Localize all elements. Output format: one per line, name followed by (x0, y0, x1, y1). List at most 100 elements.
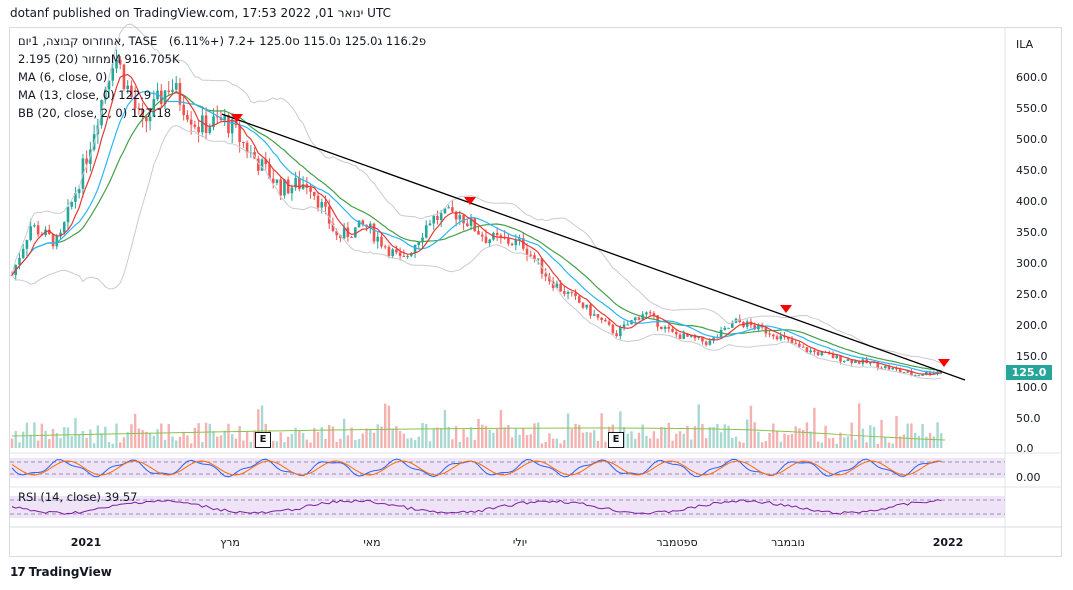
candle-body (331, 223, 335, 231)
volume-bar (372, 432, 376, 448)
candle-body (730, 322, 734, 328)
tradingview-brand[interactable]: 17 TradingView (10, 565, 112, 579)
legend-ma6[interactable]: MA (6, close, 0) (18, 70, 108, 84)
candle-body (895, 368, 898, 370)
volume-bar (749, 405, 753, 448)
volume-bar (488, 429, 491, 448)
volume-bar (305, 439, 309, 448)
volume-bar (481, 424, 484, 448)
volume-bar (436, 427, 439, 448)
candle-body (477, 231, 480, 235)
time-tick-label: 2022 (933, 536, 964, 549)
bb-lower-line (11, 125, 942, 380)
volume-bar (328, 424, 331, 448)
volume-bar (537, 422, 540, 448)
candle-body (835, 355, 839, 358)
volume-bar (208, 423, 211, 448)
legend-bb[interactable]: BB (20, close, 2, 0) 127.18 (18, 106, 172, 120)
volume-bar (447, 426, 450, 448)
volume-bar (626, 433, 629, 448)
volume-bar (798, 428, 801, 448)
price-tick-label: 350.0 (1016, 226, 1048, 239)
candle-body (18, 257, 21, 265)
candle-body (798, 343, 801, 347)
volume-bar (910, 423, 913, 448)
candle-body (910, 371, 913, 376)
candle-body (271, 178, 275, 183)
volume-bar (148, 432, 152, 448)
candle-body (816, 351, 820, 356)
volume-bar (462, 429, 465, 448)
legend-ma13[interactable]: MA (13, close, 0) 122.9 (18, 88, 152, 102)
candle-body (898, 369, 902, 372)
volume-bar (768, 433, 771, 448)
candle-body (499, 235, 503, 237)
candle-body (883, 365, 887, 369)
volume-bar (507, 425, 510, 448)
volume-bar (686, 425, 689, 448)
candle-body (48, 229, 51, 235)
candle-body (514, 239, 518, 246)
volume-bar (428, 441, 432, 448)
volume-bar (398, 430, 402, 448)
volume-bar (544, 441, 547, 448)
legend-symbol[interactable]: אחוזרוס קבוצה, 1יום, TASE (18, 34, 158, 48)
candle-body (518, 238, 521, 240)
candle-body (828, 352, 831, 355)
candle-body (801, 346, 805, 348)
candle-body (708, 340, 712, 345)
candle-body (133, 97, 137, 109)
volume-bar (891, 443, 894, 448)
volume-bar (805, 422, 809, 448)
volume-bar (369, 429, 372, 448)
volume-bar (559, 443, 562, 448)
volume-bar (137, 428, 141, 448)
volume-bar (492, 432, 495, 448)
candle-body (227, 114, 230, 134)
candle-body (656, 315, 659, 327)
volume-bar (48, 439, 51, 448)
sell-marker-icon (780, 305, 792, 313)
volume-bar (760, 442, 764, 448)
candle-body (410, 253, 413, 256)
candle-body (544, 273, 547, 277)
candle-body (619, 327, 622, 337)
candle-body (805, 347, 809, 353)
volume-bar (301, 433, 305, 448)
volume-bar (857, 403, 861, 448)
candle-body (312, 191, 316, 196)
candle-body (615, 333, 618, 337)
candle-body (402, 255, 406, 257)
candle-body (33, 225, 36, 227)
volume-bar (693, 426, 697, 448)
candle-body (592, 314, 596, 316)
volume-bar (201, 442, 204, 448)
volume-bar (163, 439, 167, 448)
legend-rsi[interactable]: RSI (14, close) 39.57 (18, 490, 138, 504)
volume-bar (92, 443, 96, 448)
volume-bar (555, 438, 559, 448)
volume-bar (85, 438, 88, 448)
volume-bar (376, 424, 379, 448)
candle-body (368, 223, 372, 227)
volume-bar (708, 426, 712, 448)
volume-bar (738, 441, 741, 448)
candle-body (611, 324, 615, 334)
volume-bar (652, 431, 656, 448)
tradingview-logo-icon: 17 (10, 565, 26, 579)
rsi-panel (10, 496, 1005, 518)
legend-volume[interactable]: מחזור (20) 2.195M 916.705K (18, 52, 180, 66)
candle-body (268, 164, 271, 179)
price-tick-label: 300.0 (1016, 257, 1048, 270)
volume-bar (596, 440, 600, 448)
sell-marker-icon (464, 197, 476, 205)
earnings-event-icon[interactable]: E (608, 432, 624, 448)
volume-bar (716, 424, 719, 448)
volume-bar (775, 431, 779, 448)
candle-body (891, 368, 895, 370)
volume-bar (417, 436, 420, 448)
earnings-event-icon[interactable]: E (255, 432, 271, 448)
candle-body (260, 159, 264, 171)
time-tick-label: ספטמבר (656, 536, 697, 549)
